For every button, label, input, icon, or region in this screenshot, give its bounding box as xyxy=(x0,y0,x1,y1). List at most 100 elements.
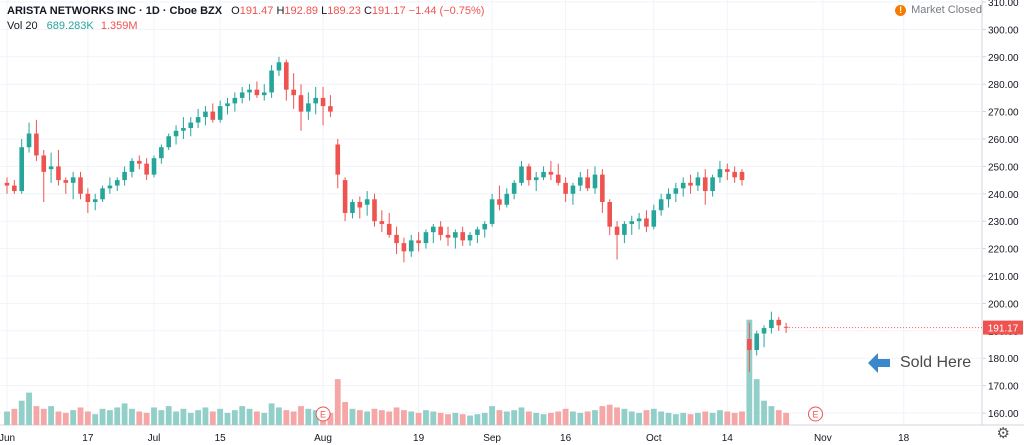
candle-body xyxy=(408,240,414,252)
price-tick-label: 170.00 xyxy=(988,382,1019,393)
candle-body xyxy=(357,202,363,208)
candle-body xyxy=(386,223,392,235)
volume-bar xyxy=(702,411,709,425)
candle-body xyxy=(504,193,510,205)
symbol-title[interactable]: ARISTA NETWORKS INC · 1D · Cboe BZX xyxy=(7,5,223,17)
candle-body xyxy=(320,97,326,107)
clock-icon: ! xyxy=(895,4,907,16)
volume-bar xyxy=(151,407,157,425)
candle-body xyxy=(702,177,708,192)
price-tick-label: 270.00 xyxy=(988,108,1019,119)
volume-bar xyxy=(11,408,18,425)
volume-bar xyxy=(599,406,606,425)
candle-body xyxy=(342,180,348,213)
volume-bar xyxy=(246,408,253,425)
volume-bar xyxy=(92,414,99,425)
candle-body xyxy=(188,122,194,129)
volume-bar xyxy=(393,407,400,425)
volume-bar xyxy=(467,415,473,425)
volume-bar xyxy=(768,406,775,425)
volume-bar xyxy=(305,408,312,425)
price-tick-label: 220.00 xyxy=(988,245,1019,256)
volume-bar xyxy=(540,414,547,425)
candle-body xyxy=(48,166,54,170)
volume-label[interactable]: Vol 20 xyxy=(7,20,38,32)
candle-body xyxy=(291,89,296,96)
candle-body xyxy=(555,174,561,183)
volume-bar xyxy=(503,411,510,425)
candle-body xyxy=(438,226,443,235)
candle-body xyxy=(666,193,671,200)
volume-bar xyxy=(33,406,40,425)
volume-bar xyxy=(26,392,32,425)
volume-bar xyxy=(643,410,650,425)
market-status-text: Market Closed xyxy=(911,4,982,16)
price-axis[interactable]: 160.00170.00180.00190.00200.00210.00220.… xyxy=(982,0,1019,420)
earnings-marker-label: E xyxy=(812,410,818,420)
time-tick-label: 17 xyxy=(82,433,94,444)
candle-body xyxy=(217,106,223,120)
candle-body xyxy=(769,319,774,329)
candle-body xyxy=(313,97,318,104)
volume-bar xyxy=(415,412,422,425)
sold-here-annotation: Sold Here xyxy=(866,350,971,376)
candle-body xyxy=(460,232,465,241)
volume-bar xyxy=(70,410,77,425)
earnings-marker[interactable] xyxy=(315,406,331,422)
settings-gear-icon[interactable]: ⚙ xyxy=(996,425,1010,442)
candle-body xyxy=(19,147,24,192)
candle-body xyxy=(695,177,701,186)
volume-bar xyxy=(334,379,341,425)
volume-bar xyxy=(239,406,246,425)
time-axis[interactable]: Jun 17 Jul 15 Aug 19 Sep 16 Oct 14 Nov 18 xyxy=(0,433,910,444)
volume-bar xyxy=(621,408,628,425)
earnings-marker[interactable] xyxy=(808,406,823,422)
price-tick-label: 280.00 xyxy=(988,80,1019,91)
candle-body xyxy=(548,171,554,175)
legend-ohlc-row: ARISTA NETWORKS INC · 1D · Cboe BZX O191… xyxy=(7,4,484,19)
candle-body xyxy=(70,177,76,183)
volume-bar xyxy=(650,408,657,425)
volume-bar xyxy=(401,410,407,425)
candle-body xyxy=(467,234,473,241)
candle-body xyxy=(239,92,245,98)
candle-body xyxy=(739,171,745,181)
last-price-label: 191.17 xyxy=(786,320,1023,335)
last-price-text: 191.17 xyxy=(988,324,1019,335)
time-tick-label: Jul xyxy=(148,433,161,444)
volume-bar xyxy=(209,411,216,425)
high-value: 192.89 xyxy=(284,5,319,17)
price-tick-label: 210.00 xyxy=(988,272,1019,283)
volume-bar xyxy=(202,407,209,425)
volume-bar xyxy=(254,411,260,425)
chart-legend: ARISTA NETWORKS INC · 1D · Cboe BZX O191… xyxy=(7,4,484,34)
volume-bar xyxy=(496,410,503,425)
candle-body xyxy=(335,144,341,175)
volume-bar xyxy=(584,411,591,425)
candle-body xyxy=(526,166,532,181)
candle-body xyxy=(372,199,377,222)
candle-body xyxy=(63,180,69,183)
volume-bars xyxy=(4,319,789,425)
volume-bar xyxy=(746,319,753,425)
candle-body xyxy=(269,70,274,93)
volume-bar xyxy=(276,407,282,425)
candle-body xyxy=(284,62,289,90)
volume-bar xyxy=(592,410,598,425)
candle-body xyxy=(100,188,105,200)
sold-here-text: Sold Here xyxy=(900,354,972,371)
volume-bar xyxy=(445,414,451,425)
candle-body xyxy=(511,182,517,194)
volume-bar xyxy=(408,411,415,425)
candlesticks xyxy=(4,56,789,372)
volume-bar xyxy=(129,408,135,425)
volume-bar xyxy=(55,411,62,425)
time-tick-label: 18 xyxy=(898,433,910,444)
volume-bar xyxy=(48,406,54,425)
candle-body xyxy=(195,117,201,123)
candle-body xyxy=(717,169,723,178)
price-tick-label: 180.00 xyxy=(988,354,1019,365)
volume-bar xyxy=(217,408,224,425)
volume-bar xyxy=(548,412,554,425)
